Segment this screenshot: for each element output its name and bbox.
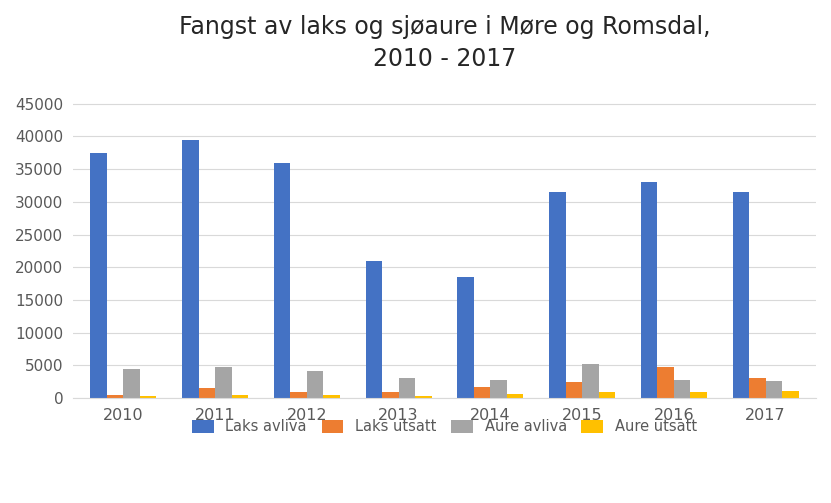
Bar <box>566 382 582 398</box>
Bar <box>182 140 199 398</box>
Bar <box>749 378 765 398</box>
Bar <box>474 387 490 398</box>
Bar <box>507 393 524 398</box>
Bar <box>307 371 323 398</box>
Bar <box>457 277 474 398</box>
Title: Fangst av laks og sjøaure i Møre og Romsdal,
2010 - 2017: Fangst av laks og sjøaure i Møre og Roms… <box>179 15 711 70</box>
Bar <box>199 388 215 398</box>
Bar <box>732 192 749 398</box>
Bar <box>416 396 431 398</box>
Bar <box>290 391 307 398</box>
Bar <box>107 395 124 398</box>
Bar <box>657 367 674 398</box>
Bar <box>399 378 416 398</box>
Bar <box>691 391 707 398</box>
Bar <box>140 396 156 398</box>
Legend: Laks avliva, Laks utsatt, Aure avliva, Aure utsatt: Laks avliva, Laks utsatt, Aure avliva, A… <box>186 413 703 440</box>
Bar <box>366 261 382 398</box>
Bar <box>91 153 107 398</box>
Bar <box>641 182 657 398</box>
Bar <box>582 364 598 398</box>
Bar <box>490 380 507 398</box>
Bar <box>232 395 248 398</box>
Bar <box>215 367 232 398</box>
Bar <box>124 369 140 398</box>
Bar <box>274 162 290 398</box>
Bar <box>674 380 691 398</box>
Bar <box>782 391 799 398</box>
Bar <box>323 395 340 398</box>
Bar <box>765 381 782 398</box>
Bar <box>598 391 615 398</box>
Bar <box>549 192 566 398</box>
Bar <box>382 391 399 398</box>
